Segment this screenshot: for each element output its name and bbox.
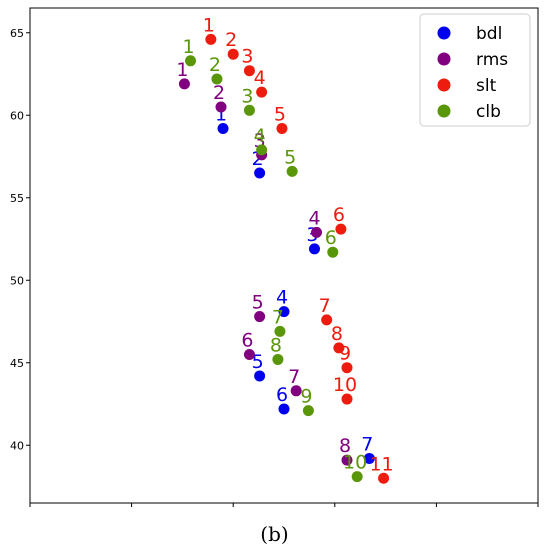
data-point-rms	[254, 311, 266, 323]
data-point-rms	[243, 349, 255, 360]
point-label-clb: 2	[209, 54, 221, 76]
point-label-slt: 6	[333, 204, 345, 226]
point-label-clb: 10	[343, 452, 367, 474]
legend-marker-bdl	[437, 26, 451, 40]
data-point-clb	[286, 165, 298, 177]
data-point-slt	[205, 33, 217, 45]
data-point-slt	[333, 342, 345, 354]
y-tick-label: 50	[10, 274, 24, 287]
point-label-slt: 2	[225, 29, 237, 51]
data-point-clb	[243, 104, 255, 116]
point-label-slt: 8	[331, 323, 343, 345]
point-label-clb: 4	[254, 125, 266, 147]
data-point-clb	[185, 55, 197, 67]
data-point-clb	[211, 73, 223, 85]
data-point-bdl	[254, 167, 266, 179]
data-point-rms	[341, 454, 353, 466]
data-point-bdl	[308, 243, 320, 255]
data-point-slt	[276, 122, 288, 134]
point-label-slt: 10	[333, 374, 357, 396]
y-tick-label: 60	[10, 109, 24, 122]
legend-label-rms: rms	[476, 50, 508, 70]
data-point-slt	[341, 362, 353, 374]
point-label-rms: 8	[339, 435, 351, 457]
x-tick-label: −35	[120, 508, 143, 510]
x-tick-label: −20	[425, 508, 448, 510]
data-point-bdl	[254, 370, 266, 382]
data-point-rms	[311, 226, 323, 238]
y-tick-label: 45	[10, 357, 24, 370]
data-point-clb	[327, 246, 339, 258]
scatter-chart: −40−35−30−25−20−154045505560651234567123…	[10, 7, 549, 510]
point-label-slt: 7	[319, 295, 331, 317]
data-point-slt	[227, 48, 239, 60]
point-label-slt: 9	[339, 343, 351, 365]
data-point-bdl	[363, 452, 375, 464]
data-point-clb	[302, 405, 314, 417]
data-point-slt	[341, 393, 353, 405]
point-label-bdl: 6	[276, 384, 288, 406]
point-label-slt: 1	[203, 14, 215, 36]
point-label-rms: 6	[241, 330, 253, 352]
figure-caption: (b)	[260, 522, 289, 546]
point-label-rms: 2	[213, 82, 225, 104]
legend-marker-clb	[437, 104, 451, 118]
point-label-slt: 4	[254, 67, 266, 89]
legend-marker-slt	[437, 78, 451, 92]
data-point-clb	[274, 325, 286, 337]
data-point-bdl	[278, 403, 290, 415]
y-tick-label: 65	[10, 27, 24, 40]
data-point-slt	[321, 314, 333, 326]
y-tick-label: 40	[10, 439, 24, 452]
data-point-slt	[378, 472, 390, 484]
legend-label-bdl: bdl	[476, 24, 502, 44]
legend-label-slt: slt	[476, 76, 497, 96]
point-label-clb: 8	[270, 334, 282, 356]
point-label-slt: 3	[241, 46, 253, 68]
x-tick-label: −25	[323, 508, 346, 510]
data-point-clb	[256, 144, 268, 156]
data-point-clb	[272, 353, 284, 365]
data-point-slt	[335, 223, 347, 235]
point-label-clb: 6	[325, 227, 337, 249]
data-point-rms	[178, 78, 190, 90]
point-label-clb: 5	[284, 146, 296, 168]
data-point-bdl	[278, 306, 290, 318]
point-label-clb: 9	[300, 386, 312, 408]
data-point-slt	[256, 86, 268, 98]
plot-frame	[29, 7, 539, 504]
point-label-clb: 1	[182, 36, 194, 58]
legend-box	[419, 13, 531, 127]
data-point-clb	[351, 471, 363, 483]
point-label-clb: 3	[241, 85, 253, 107]
y-tick-label: 55	[10, 192, 24, 205]
point-label-bdl: 7	[361, 433, 373, 455]
point-label-rms: 7	[288, 366, 300, 388]
point-label-rms: 5	[252, 292, 264, 314]
data-point-rms	[215, 101, 227, 113]
data-point-bdl	[217, 122, 229, 134]
point-label-rms: 4	[308, 207, 320, 229]
data-point-rms	[290, 385, 302, 397]
x-tick-label: −40	[18, 508, 41, 510]
point-label-clb: 7	[272, 306, 284, 328]
legend-marker-rms	[437, 52, 451, 66]
point-label-slt: 11	[369, 453, 393, 475]
x-tick-label: −15	[526, 508, 549, 510]
point-label-slt: 5	[274, 103, 286, 125]
x-tick-label: −30	[222, 508, 245, 510]
data-point-slt	[243, 65, 255, 77]
point-label-bdl: 4	[276, 287, 288, 309]
point-label-rms: 1	[176, 59, 188, 81]
legend-label-clb: clb	[476, 102, 501, 122]
